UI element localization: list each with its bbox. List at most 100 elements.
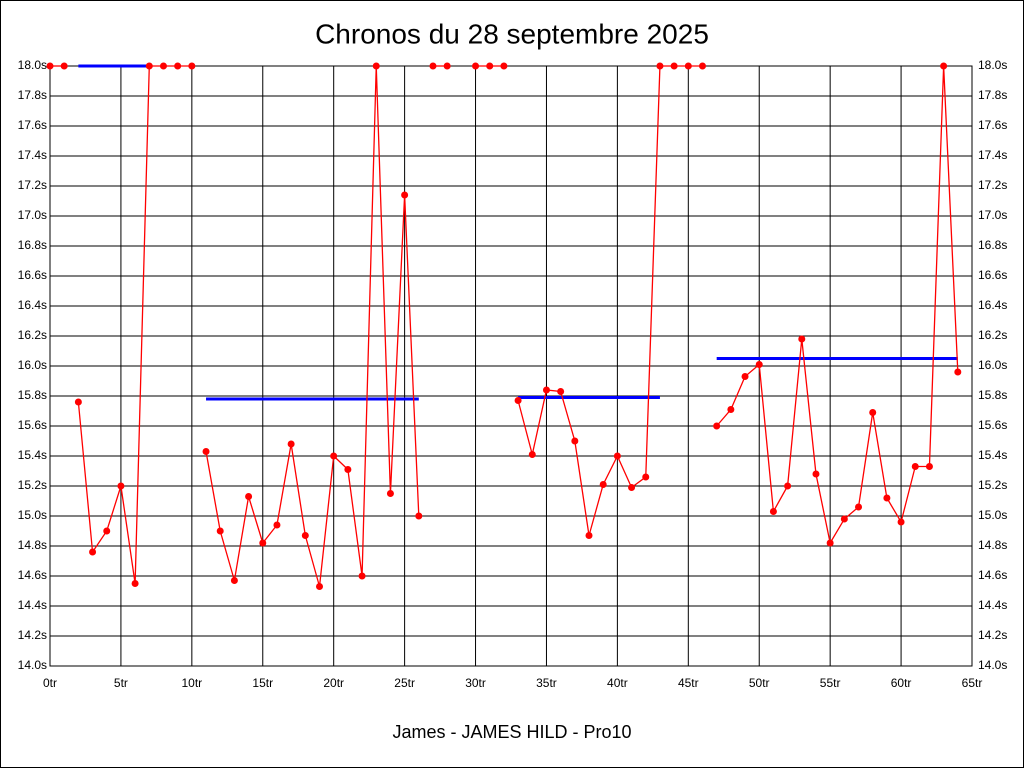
- x-tick-label: 25tr: [394, 676, 415, 690]
- lap-point: [826, 539, 834, 547]
- x-tick-label: 15tr: [252, 676, 273, 690]
- x-tick-label: 20tr: [323, 676, 344, 690]
- y2-tick-label: 15.6s: [978, 418, 1007, 432]
- y-tick-label: 18.0s: [18, 58, 47, 72]
- y-tick-label: 15.0s: [18, 508, 47, 522]
- x-tick-label: 30tr: [465, 676, 486, 690]
- lap-point: [103, 527, 111, 535]
- lap-point: [89, 548, 97, 556]
- lap-point: [60, 62, 68, 70]
- y2-tick-label: 14.2s: [978, 628, 1007, 642]
- lap-point: [812, 470, 820, 478]
- lap-point: [741, 373, 749, 380]
- lap-point: [514, 397, 522, 404]
- lap-point: [401, 191, 409, 199]
- y-tick-label: 16.0s: [18, 358, 47, 372]
- lap-point: [798, 335, 806, 343]
- x-tick-label: 55tr: [820, 676, 841, 690]
- lap-point: [429, 62, 437, 70]
- lap-point: [344, 466, 352, 473]
- y-tick-label: 14.2s: [18, 628, 47, 642]
- x-tick-label: 65tr: [962, 676, 983, 690]
- y-tick-label: 17.0s: [18, 208, 47, 222]
- lap-point: [330, 452, 338, 460]
- y2-tick-label: 16.4s: [978, 298, 1007, 312]
- y2-tick-label: 14.8s: [978, 538, 1007, 552]
- y2-tick-label: 16.2s: [978, 328, 1007, 342]
- y-tick-label: 16.6s: [18, 268, 47, 282]
- y2-tick-label: 17.0s: [978, 208, 1007, 222]
- y2-tick-label: 14.4s: [978, 598, 1007, 612]
- lap-point: [557, 388, 565, 395]
- lap-point: [925, 463, 933, 470]
- y-tick-label: 14.4s: [18, 598, 47, 612]
- lap-point: [46, 62, 54, 70]
- lap-point: [259, 539, 267, 547]
- y-tick-label: 14.0s: [18, 658, 47, 672]
- lap-point: [855, 503, 863, 511]
- lap-point: [642, 473, 650, 481]
- lap-point: [472, 62, 480, 70]
- lap-line: [205, 65, 420, 587]
- y-tick-label: 14.6s: [18, 568, 47, 582]
- lap-point: [174, 62, 182, 70]
- y2-tick-label: 15.2s: [978, 478, 1007, 492]
- y-tick-label: 16.2s: [18, 328, 47, 342]
- x-tick-label: 50tr: [749, 676, 770, 690]
- lap-point: [656, 62, 664, 70]
- lap-point: [230, 577, 238, 584]
- lap-point: [415, 512, 423, 520]
- lap-point: [954, 368, 962, 376]
- y2-tick-label: 18.0s: [978, 58, 1007, 72]
- y-tick-label: 16.4s: [18, 298, 47, 312]
- lap-point: [386, 490, 394, 497]
- lap-point: [940, 62, 948, 70]
- lap-point: [628, 484, 636, 491]
- x-tick-label: 45tr: [678, 676, 699, 690]
- lap-point: [727, 406, 735, 413]
- y2-tick-label: 15.8s: [978, 388, 1007, 402]
- x-tick-label: 60tr: [891, 676, 912, 690]
- x-tick-label: 5tr: [114, 676, 128, 690]
- y-tick-label: 15.2s: [18, 478, 47, 492]
- lap-point: [883, 494, 891, 502]
- y2-tick-label: 16.0s: [978, 358, 1007, 372]
- lap-point: [713, 422, 721, 430]
- chart-title: Chronos du 28 septembre 2025: [315, 18, 709, 49]
- y-tick-label: 15.4s: [18, 448, 47, 462]
- y2-tick-label: 17.6s: [978, 118, 1007, 132]
- lap-point: [159, 62, 167, 70]
- y2-tick-label: 17.2s: [978, 178, 1007, 192]
- lap-point: [131, 580, 139, 587]
- y-tick-label: 17.6s: [18, 118, 47, 132]
- y-tick-label: 17.2s: [18, 178, 47, 192]
- lap-point: [245, 493, 253, 500]
- lap-point: [599, 481, 607, 488]
- lap-point: [202, 448, 210, 455]
- lap-point: [273, 521, 281, 529]
- lap-point: [698, 62, 706, 70]
- lap-point: [684, 62, 692, 70]
- lap-point: [840, 515, 848, 523]
- lap-point: [528, 451, 536, 458]
- lap-point: [287, 440, 295, 448]
- y-tick-label: 15.6s: [18, 418, 47, 432]
- lap-point: [316, 583, 324, 590]
- plot-border: [49, 65, 973, 667]
- y-tick-label: 15.8s: [18, 388, 47, 402]
- lap-point: [869, 409, 877, 416]
- lap-point: [755, 361, 763, 368]
- x-tick-label: 35tr: [536, 676, 557, 690]
- lap-point: [784, 482, 792, 490]
- lap-point: [301, 532, 309, 539]
- lap-point: [613, 452, 621, 460]
- y2-tick-label: 17.8s: [978, 88, 1007, 102]
- lap-point: [486, 62, 494, 70]
- y2-tick-label: 15.0s: [978, 508, 1007, 522]
- y2-tick-label: 16.8s: [978, 238, 1007, 252]
- lap-point: [571, 437, 579, 445]
- lap-point: [585, 532, 593, 539]
- x-tick-label: 10tr: [182, 676, 203, 690]
